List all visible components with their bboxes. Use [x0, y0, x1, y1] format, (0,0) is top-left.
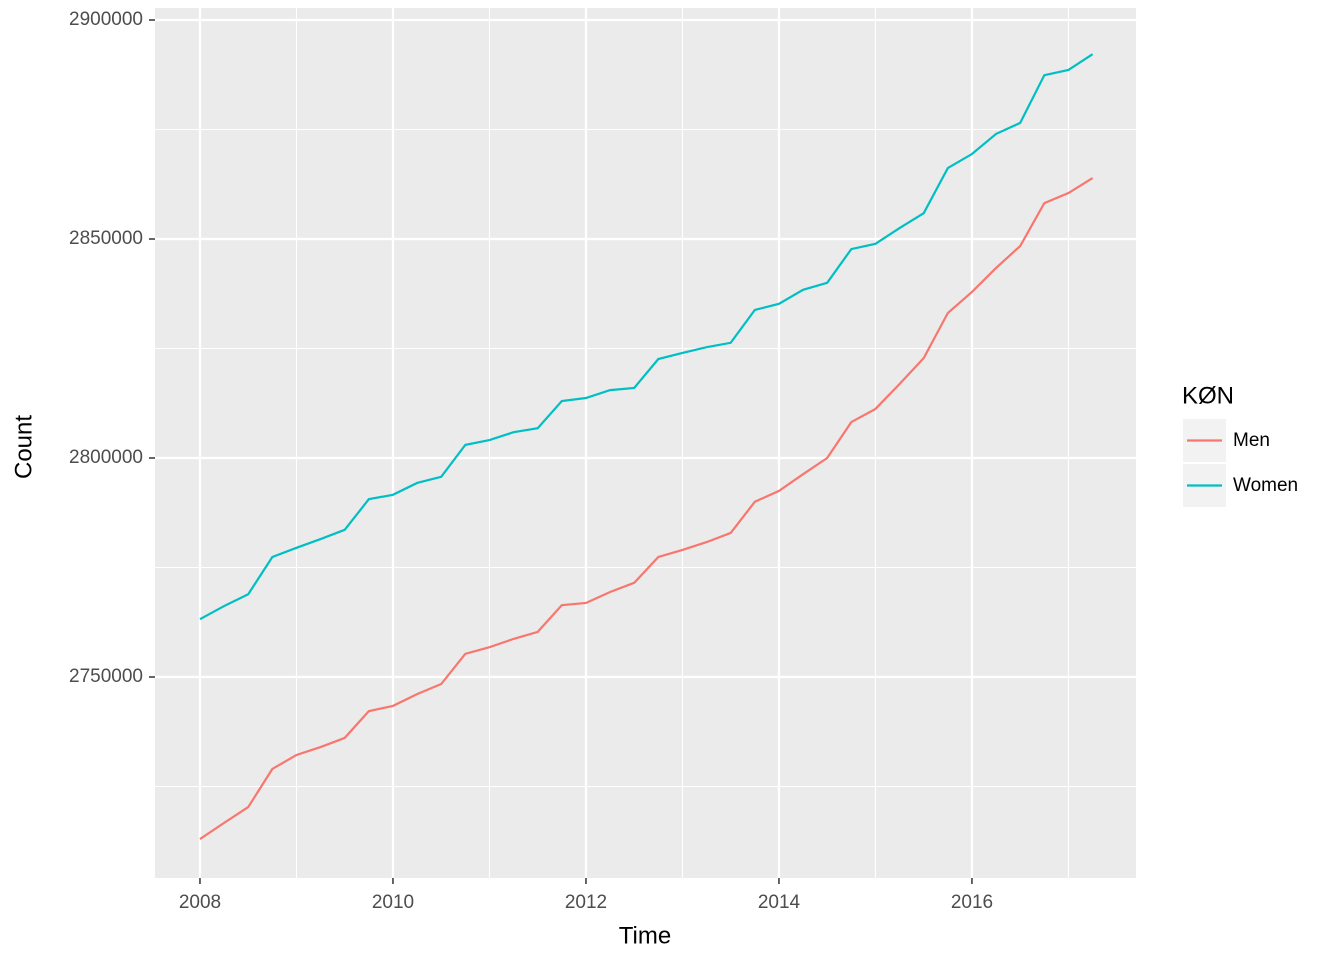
x-tick-label: 2014: [758, 892, 801, 913]
x-tick-label: 2008: [179, 892, 221, 913]
y-axis-title: Count: [10, 415, 37, 479]
x-tick-label: 2012: [565, 892, 607, 913]
y-tick-label: 2900000: [69, 9, 143, 30]
y-tick-label: 2800000: [69, 447, 143, 468]
legend-label: Men: [1233, 430, 1270, 451]
legend-label: Women: [1233, 475, 1298, 496]
series-line: [199, 53, 1094, 621]
y-tick-label: 2850000: [69, 228, 143, 249]
x-tick-label: 2016: [951, 892, 993, 913]
series-line: [199, 177, 1094, 840]
y-tick-label: 2750000: [69, 666, 143, 687]
x-tick-label: 2010: [372, 892, 414, 913]
x-axis-title: Time: [619, 922, 671, 949]
legend-title: KØN: [1182, 382, 1234, 409]
